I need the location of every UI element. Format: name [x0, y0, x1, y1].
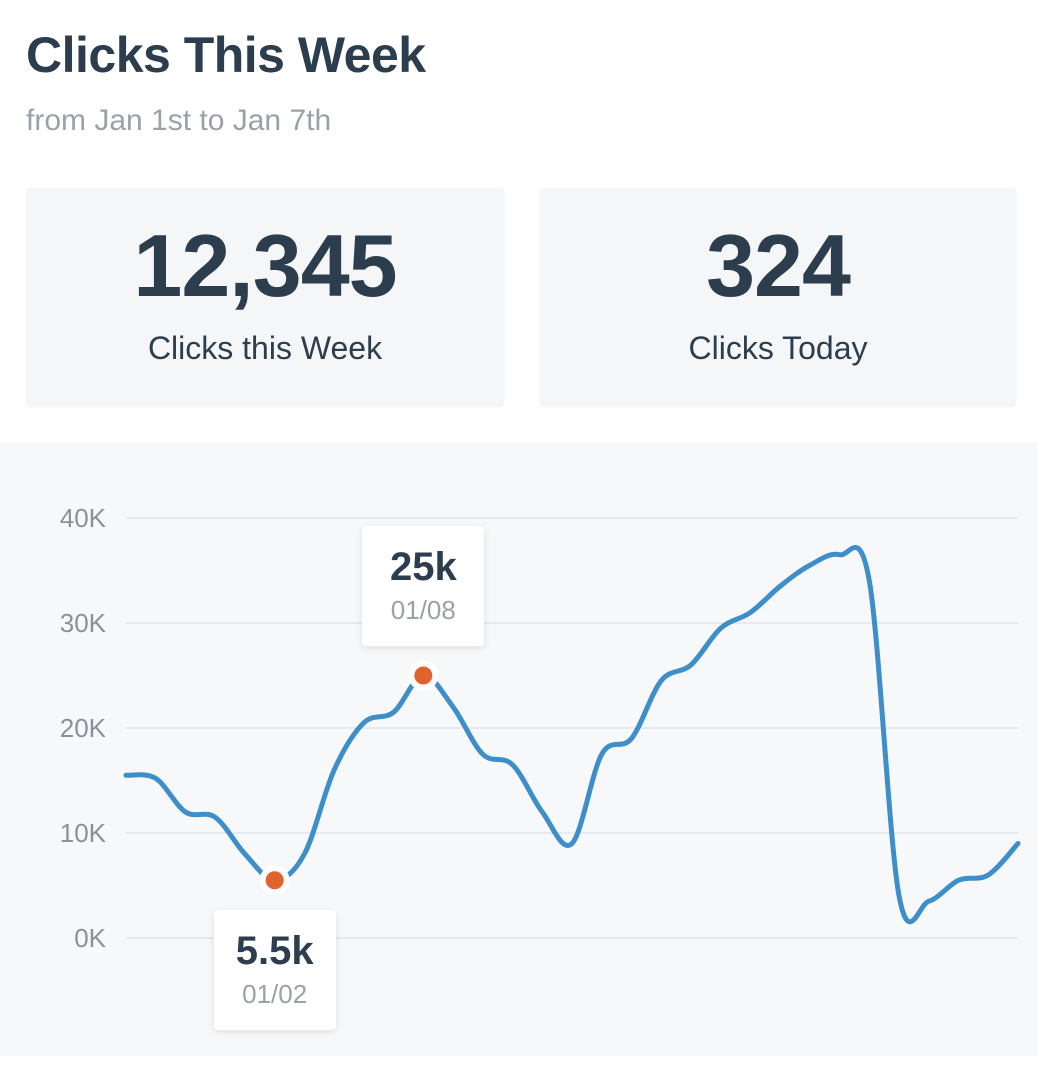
annotation-value: 25k — [389, 544, 457, 589]
annotation-tooltip-low: 5.5k 01/02 — [213, 910, 336, 1031]
clicks-today-card: 324 Clicks Today — [540, 188, 1016, 406]
y-tick-label: 0K — [74, 923, 106, 953]
clicks-today-value: 324 — [706, 216, 851, 315]
clicks-line-chart: 0K 10K 20K 30K 40K — [60, 503, 1021, 953]
annotation-date: 01/02 — [242, 979, 308, 1010]
clicks-week-label: Clicks this Week — [147, 330, 383, 366]
series-line — [123, 545, 1021, 925]
date-range-subtitle: from Jan 1st to Jan 7th — [26, 104, 332, 137]
annotation-tooltip-high: 25k 01/08 — [362, 525, 485, 646]
y-tick-label: 30K — [60, 608, 107, 638]
clicks-week-card: 12,345 Clicks this Week — [26, 188, 504, 406]
page-title: Clicks This Week — [26, 27, 426, 83]
annotation-value: 5.5k — [235, 929, 314, 974]
clicks-week-value: 12,345 — [133, 216, 397, 315]
y-tick-label: 20K — [60, 713, 107, 743]
chart-panel: 0K 10K 20K 30K 40K 5.5k 01/02 25k 01/08 — [0, 442, 1038, 1056]
y-tick-label: 10K — [60, 818, 107, 848]
data-point-marker[interactable] — [265, 871, 284, 890]
data-point-marker[interactable] — [414, 666, 433, 685]
y-tick-label: 40K — [60, 503, 107, 533]
clicks-today-label: Clicks Today — [688, 330, 868, 366]
annotation-date: 01/08 — [390, 594, 456, 625]
